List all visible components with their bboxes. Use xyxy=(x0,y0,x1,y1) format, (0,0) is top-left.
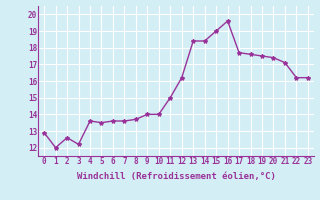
X-axis label: Windchill (Refroidissement éolien,°C): Windchill (Refroidissement éolien,°C) xyxy=(76,172,276,181)
